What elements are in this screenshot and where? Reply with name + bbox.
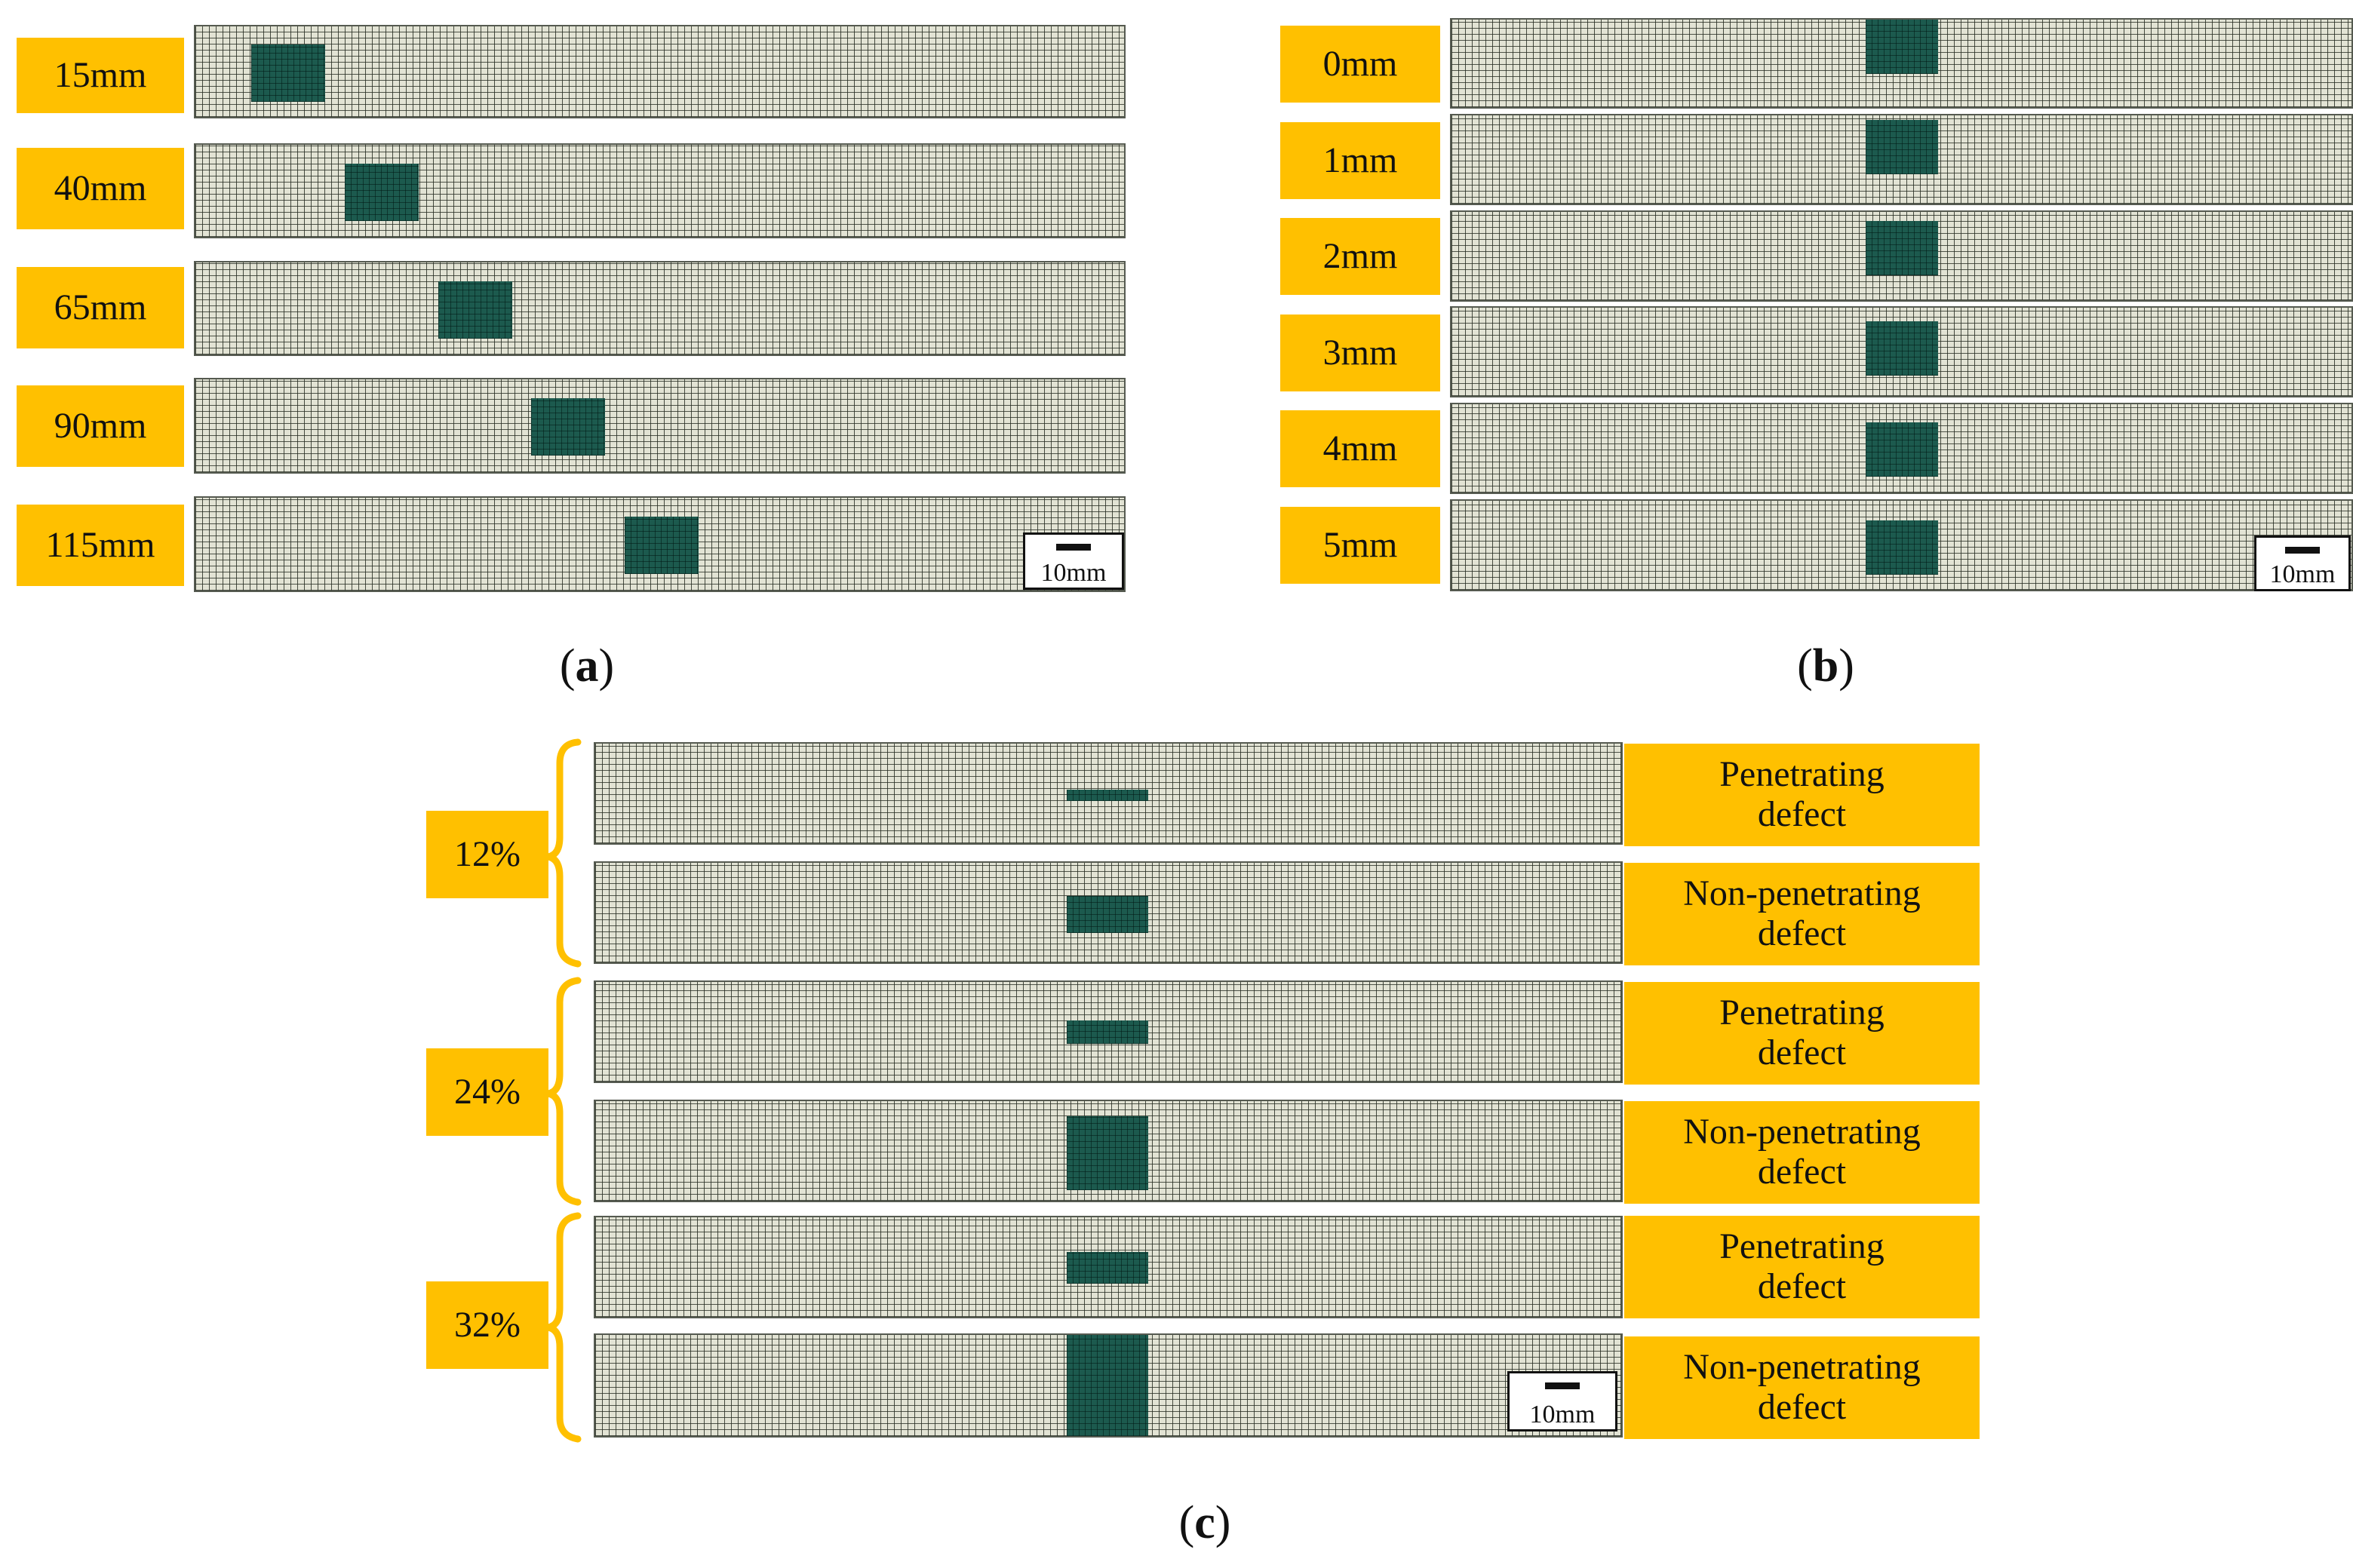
mesh-strip-0mm (1450, 18, 2353, 109)
defect-type-label: Non-penetrating defect (1624, 1336, 1980, 1439)
panel-label-c: (c) (1178, 1497, 1231, 1548)
mesh-strip-2mm (1450, 210, 2353, 302)
mesh-strip-32-penetrating (594, 1216, 1623, 1318)
defect-type-label: Penetrating defect (1624, 982, 1980, 1085)
depth-label-0mm: 0mm (1280, 26, 1440, 103)
position-label-90mm: 90mm (17, 385, 184, 467)
scale-bar-label: 10mm (1040, 559, 1107, 587)
scale-bar-a: 10mm (1023, 532, 1124, 590)
brace-32 (547, 1212, 582, 1443)
defect-type-label: Non-penetrating defect (1624, 863, 1980, 965)
defect-3mm (1866, 321, 1938, 376)
mesh-strip-1mm (1450, 114, 2353, 205)
position-label-115mm: 115mm (17, 505, 184, 586)
position-label-65mm: 65mm (17, 267, 184, 348)
mesh-strip-65mm (194, 261, 1126, 356)
panel-label-a: (a) (559, 640, 615, 692)
scale-bar-c: 10mm (1507, 1371, 1617, 1431)
ratio-label-32: 32% (426, 1281, 548, 1369)
mesh-strip-90mm (194, 378, 1126, 474)
defect-24-non-penetrating (1067, 1116, 1148, 1190)
scale-bar-b: 10mm (2254, 535, 2351, 591)
scale-bar-line (2285, 547, 2320, 554)
depth-label-2mm: 2mm (1280, 218, 1440, 295)
ratio-label-24: 24% (426, 1048, 548, 1136)
defect-type-label: Non-penetrating defect (1624, 1101, 1980, 1204)
defect-12-penetrating (1067, 790, 1148, 801)
brace-24 (547, 977, 582, 1206)
depth-label-1mm: 1mm (1280, 122, 1440, 199)
defect-12-non-penetrating (1067, 896, 1148, 933)
defect-type-label: Penetrating defect (1624, 744, 1980, 846)
ratio-label-12: 12% (426, 811, 548, 898)
defect-40mm (345, 164, 419, 221)
defect-4mm (1866, 422, 1938, 477)
mesh-strip-32-non-penetrating (594, 1333, 1623, 1438)
mesh-strip-12-non-penetrating (594, 861, 1623, 964)
defect-90mm (531, 398, 605, 456)
scale-bar-line (1545, 1382, 1580, 1389)
scale-bar-label: 10mm (2269, 560, 2336, 588)
mesh-strip-40mm (194, 143, 1126, 238)
defect-2mm (1866, 221, 1938, 275)
defect-32-penetrating (1067, 1252, 1148, 1284)
mesh-strip-24-penetrating (594, 980, 1623, 1083)
panel-label-b: (b) (1797, 640, 1854, 692)
scale-bar-line (1056, 544, 1091, 551)
defect-5mm (1866, 520, 1938, 575)
mesh-strip-24-non-penetrating (594, 1100, 1623, 1202)
mesh-strip-115mm (194, 496, 1126, 592)
defect-32-non-penetrating (1067, 1335, 1148, 1436)
mesh-strip-3mm (1450, 306, 2353, 397)
position-label-15mm: 15mm (17, 38, 184, 113)
depth-label-3mm: 3mm (1280, 315, 1440, 391)
defect-type-label: Penetrating defect (1624, 1216, 1980, 1318)
brace-12 (547, 738, 582, 968)
mesh-strip-4mm (1450, 403, 2353, 494)
defect-0mm (1866, 20, 1938, 74)
position-label-40mm: 40mm (17, 148, 184, 229)
defect-24-penetrating (1067, 1020, 1148, 1044)
defect-15mm (251, 44, 325, 102)
mesh-strip-15mm (194, 25, 1126, 118)
mesh-strip-12-penetrating (594, 742, 1623, 845)
defect-115mm (625, 517, 699, 574)
scale-bar-label: 10mm (1529, 1401, 1596, 1428)
defect-1mm (1866, 120, 1938, 174)
depth-label-5mm: 5mm (1280, 507, 1440, 584)
mesh-strip-5mm (1450, 499, 2353, 591)
depth-label-4mm: 4mm (1280, 410, 1440, 487)
defect-65mm (438, 281, 512, 339)
